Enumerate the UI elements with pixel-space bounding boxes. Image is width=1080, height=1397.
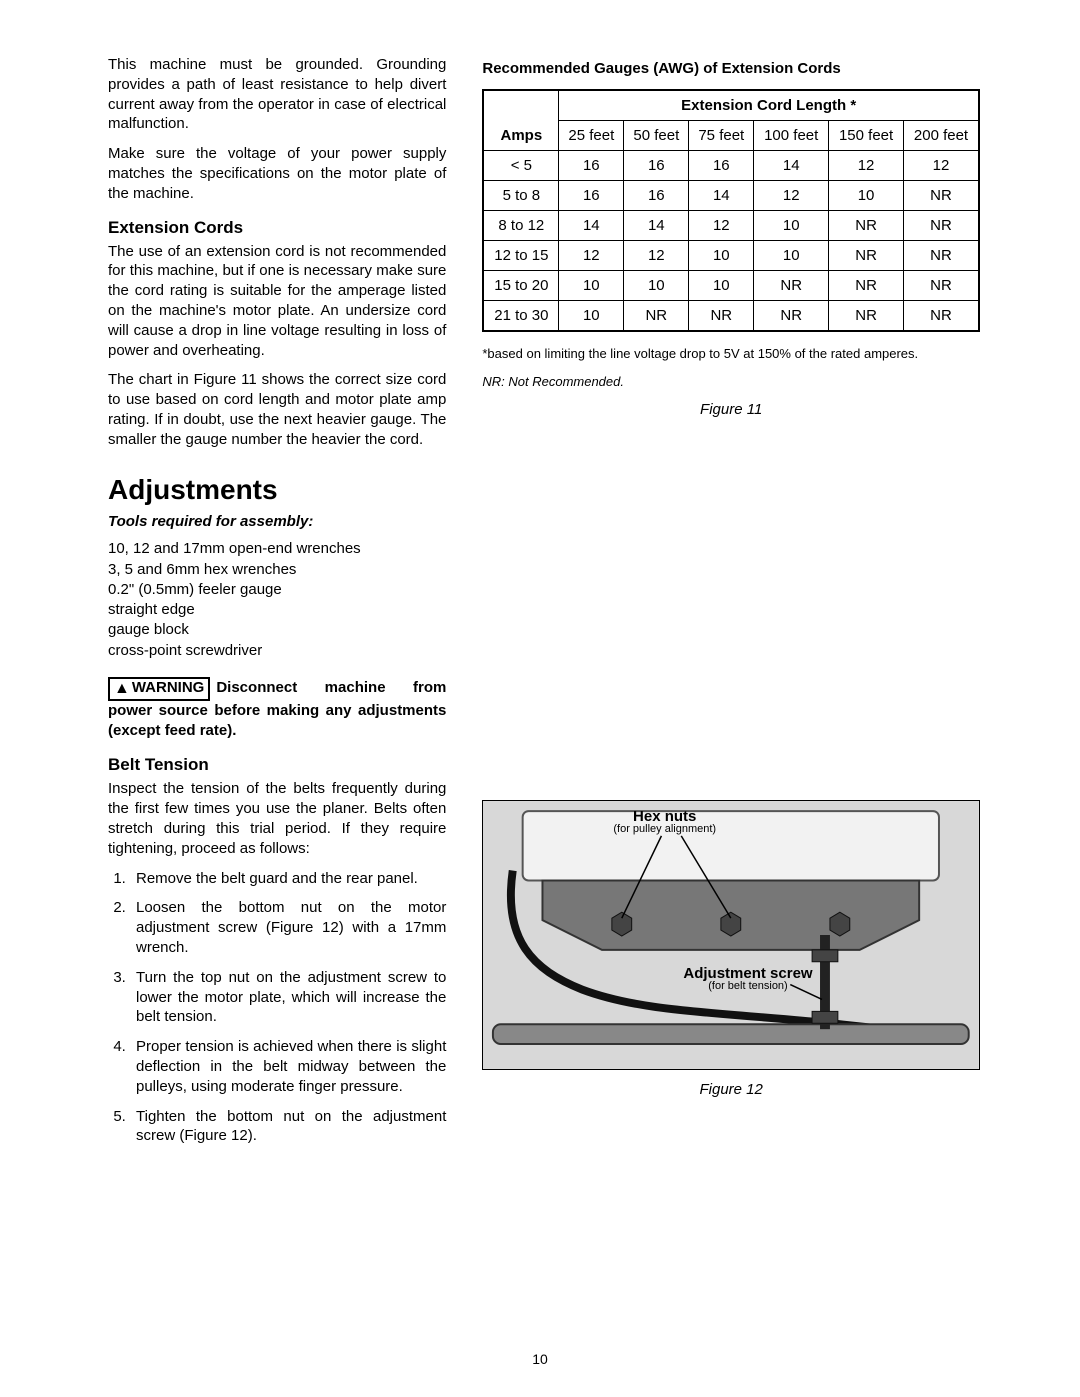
cell: 12	[689, 210, 754, 240]
col-header: 200 feet	[904, 120, 980, 150]
table-row: 12 to 15 12 12 10 10 NR NR	[483, 240, 979, 270]
cell: NR	[829, 240, 904, 270]
fig12-adjscrew-text: Adjustment screw	[683, 965, 812, 982]
para-ext1: The use of an extension cord is not reco…	[108, 242, 446, 361]
cell: 16	[624, 180, 689, 210]
awg-table: Amps Extension Cord Length * 25 feet 50 …	[482, 89, 980, 332]
cell: NR	[904, 180, 980, 210]
cell: 10	[829, 180, 904, 210]
table-row: 5 to 8 16 16 14 12 10 NR	[483, 180, 979, 210]
cell: 14	[624, 210, 689, 240]
col-header: 100 feet	[754, 120, 829, 150]
cell: 10	[559, 300, 624, 331]
cell: 10	[754, 210, 829, 240]
cell: 14	[754, 150, 829, 180]
heading-extension-cords: Extension Cords	[108, 218, 446, 238]
step-item: Tighten the bottom nut on the adjustment…	[130, 1107, 446, 1147]
table-row: < 5 16 16 16 14 12 12	[483, 150, 979, 180]
cell: 16	[559, 150, 624, 180]
length-span-header: Extension Cord Length *	[559, 90, 979, 121]
tool-item: gauge block	[108, 620, 446, 640]
cell: 12	[829, 150, 904, 180]
cell: 14	[559, 210, 624, 240]
cell: 10	[754, 240, 829, 270]
table-row: 21 to 30 10 NR NR NR NR NR	[483, 300, 979, 331]
tool-item: 0.2" (0.5mm) feeler gauge	[108, 580, 446, 600]
cell: 12	[624, 240, 689, 270]
amps-header: Amps	[483, 90, 558, 151]
amps-cell: 15 to 20	[483, 270, 558, 300]
figure12-image: Hex nuts (for pulley alignment) Adjustme…	[482, 800, 980, 1070]
cell: NR	[904, 210, 980, 240]
fig12-adjscrew-sub: (for belt tension)	[683, 981, 812, 993]
warning-triangle-icon: ▲	[114, 681, 130, 697]
cell: NR	[689, 300, 754, 331]
fig12-adjscrew-label: Adjustment screw (for belt tension)	[683, 966, 812, 993]
warning-label: WARNING	[132, 679, 205, 696]
cell: 10	[689, 240, 754, 270]
cell: 16	[689, 150, 754, 180]
col-header: 150 feet	[829, 120, 904, 150]
figure11-caption: Figure 11	[482, 400, 980, 420]
cell: 12	[754, 180, 829, 210]
figure12-svg	[483, 801, 979, 1069]
fig12-hexnuts-sub: (for pulley alignment)	[613, 824, 716, 836]
step-item: Remove the belt guard and the rear panel…	[130, 869, 446, 889]
cell: 12	[904, 150, 980, 180]
cell: 14	[689, 180, 754, 210]
cell: 16	[624, 150, 689, 180]
para-belt: Inspect the tension of the belts frequen…	[108, 779, 446, 858]
para-grounding: This machine must be grounded. Grounding…	[108, 55, 446, 134]
tool-item: 3, 5 and 6mm hex wrenches	[108, 560, 446, 580]
tool-item: 10, 12 and 17mm open-end wrenches	[108, 539, 446, 559]
amps-cell: < 5	[483, 150, 558, 180]
cell: NR	[829, 210, 904, 240]
cell: 12	[559, 240, 624, 270]
cell: 10	[624, 270, 689, 300]
cell: NR	[904, 300, 980, 331]
col-header: 50 feet	[624, 120, 689, 150]
left-column: This machine must be grounded. Grounding…	[108, 55, 446, 1156]
cell: NR	[904, 240, 980, 270]
figure12-caption: Figure 12	[482, 1080, 980, 1100]
steps-list: Remove the belt guard and the rear panel…	[108, 869, 446, 1147]
page-number: 10	[0, 1351, 1080, 1367]
right-column: Recommended Gauges (AWG) of Extension Co…	[482, 55, 980, 1156]
col-header: 25 feet	[559, 120, 624, 150]
warning-block: ▲WARNING Disconnect machine from power s…	[108, 677, 446, 742]
table-footnote-nr: NR: Not Recommended.	[482, 373, 980, 390]
cell: NR	[754, 300, 829, 331]
amps-cell: 8 to 12	[483, 210, 558, 240]
fig12-hexnuts-label: Hex nuts (for pulley alignment)	[613, 809, 716, 836]
amps-cell: 5 to 8	[483, 180, 558, 210]
step-item: Proper tension is achieved when there is…	[130, 1037, 446, 1096]
heading-belt-tension: Belt Tension	[108, 755, 446, 775]
cell: NR	[829, 270, 904, 300]
cell: NR	[829, 300, 904, 331]
tool-item: straight edge	[108, 600, 446, 620]
tools-list: 10, 12 and 17mm open-end wrenches 3, 5 a…	[108, 539, 446, 661]
table-footnote: *based on limiting the line voltage drop…	[482, 346, 980, 363]
cell: NR	[754, 270, 829, 300]
cell: 10	[559, 270, 624, 300]
fig12-hexnuts-text: Hex nuts	[633, 808, 696, 825]
step-item: Turn the top nut on the adjustment screw…	[130, 968, 446, 1027]
table-row: 8 to 12 14 14 12 10 NR NR	[483, 210, 979, 240]
cell: 16	[559, 180, 624, 210]
para-voltage: Make sure the voltage of your power supp…	[108, 144, 446, 203]
heading-adjustments: Adjustments	[108, 474, 446, 506]
cell: 10	[689, 270, 754, 300]
amps-cell: 21 to 30	[483, 300, 558, 331]
warning-label-box: ▲WARNING	[108, 677, 210, 701]
cell: NR	[624, 300, 689, 331]
step-item: Loosen the bottom nut on the motor adjus…	[130, 898, 446, 957]
amps-cell: 12 to 15	[483, 240, 558, 270]
table-title: Recommended Gauges (AWG) of Extension Co…	[482, 59, 980, 79]
cell: NR	[904, 270, 980, 300]
tool-item: cross-point screwdriver	[108, 641, 446, 661]
para-ext2: The chart in Figure 11 shows the correct…	[108, 370, 446, 449]
table-row: 15 to 20 10 10 10 NR NR NR	[483, 270, 979, 300]
tools-heading: Tools required for assembly:	[108, 512, 446, 532]
col-header: 75 feet	[689, 120, 754, 150]
